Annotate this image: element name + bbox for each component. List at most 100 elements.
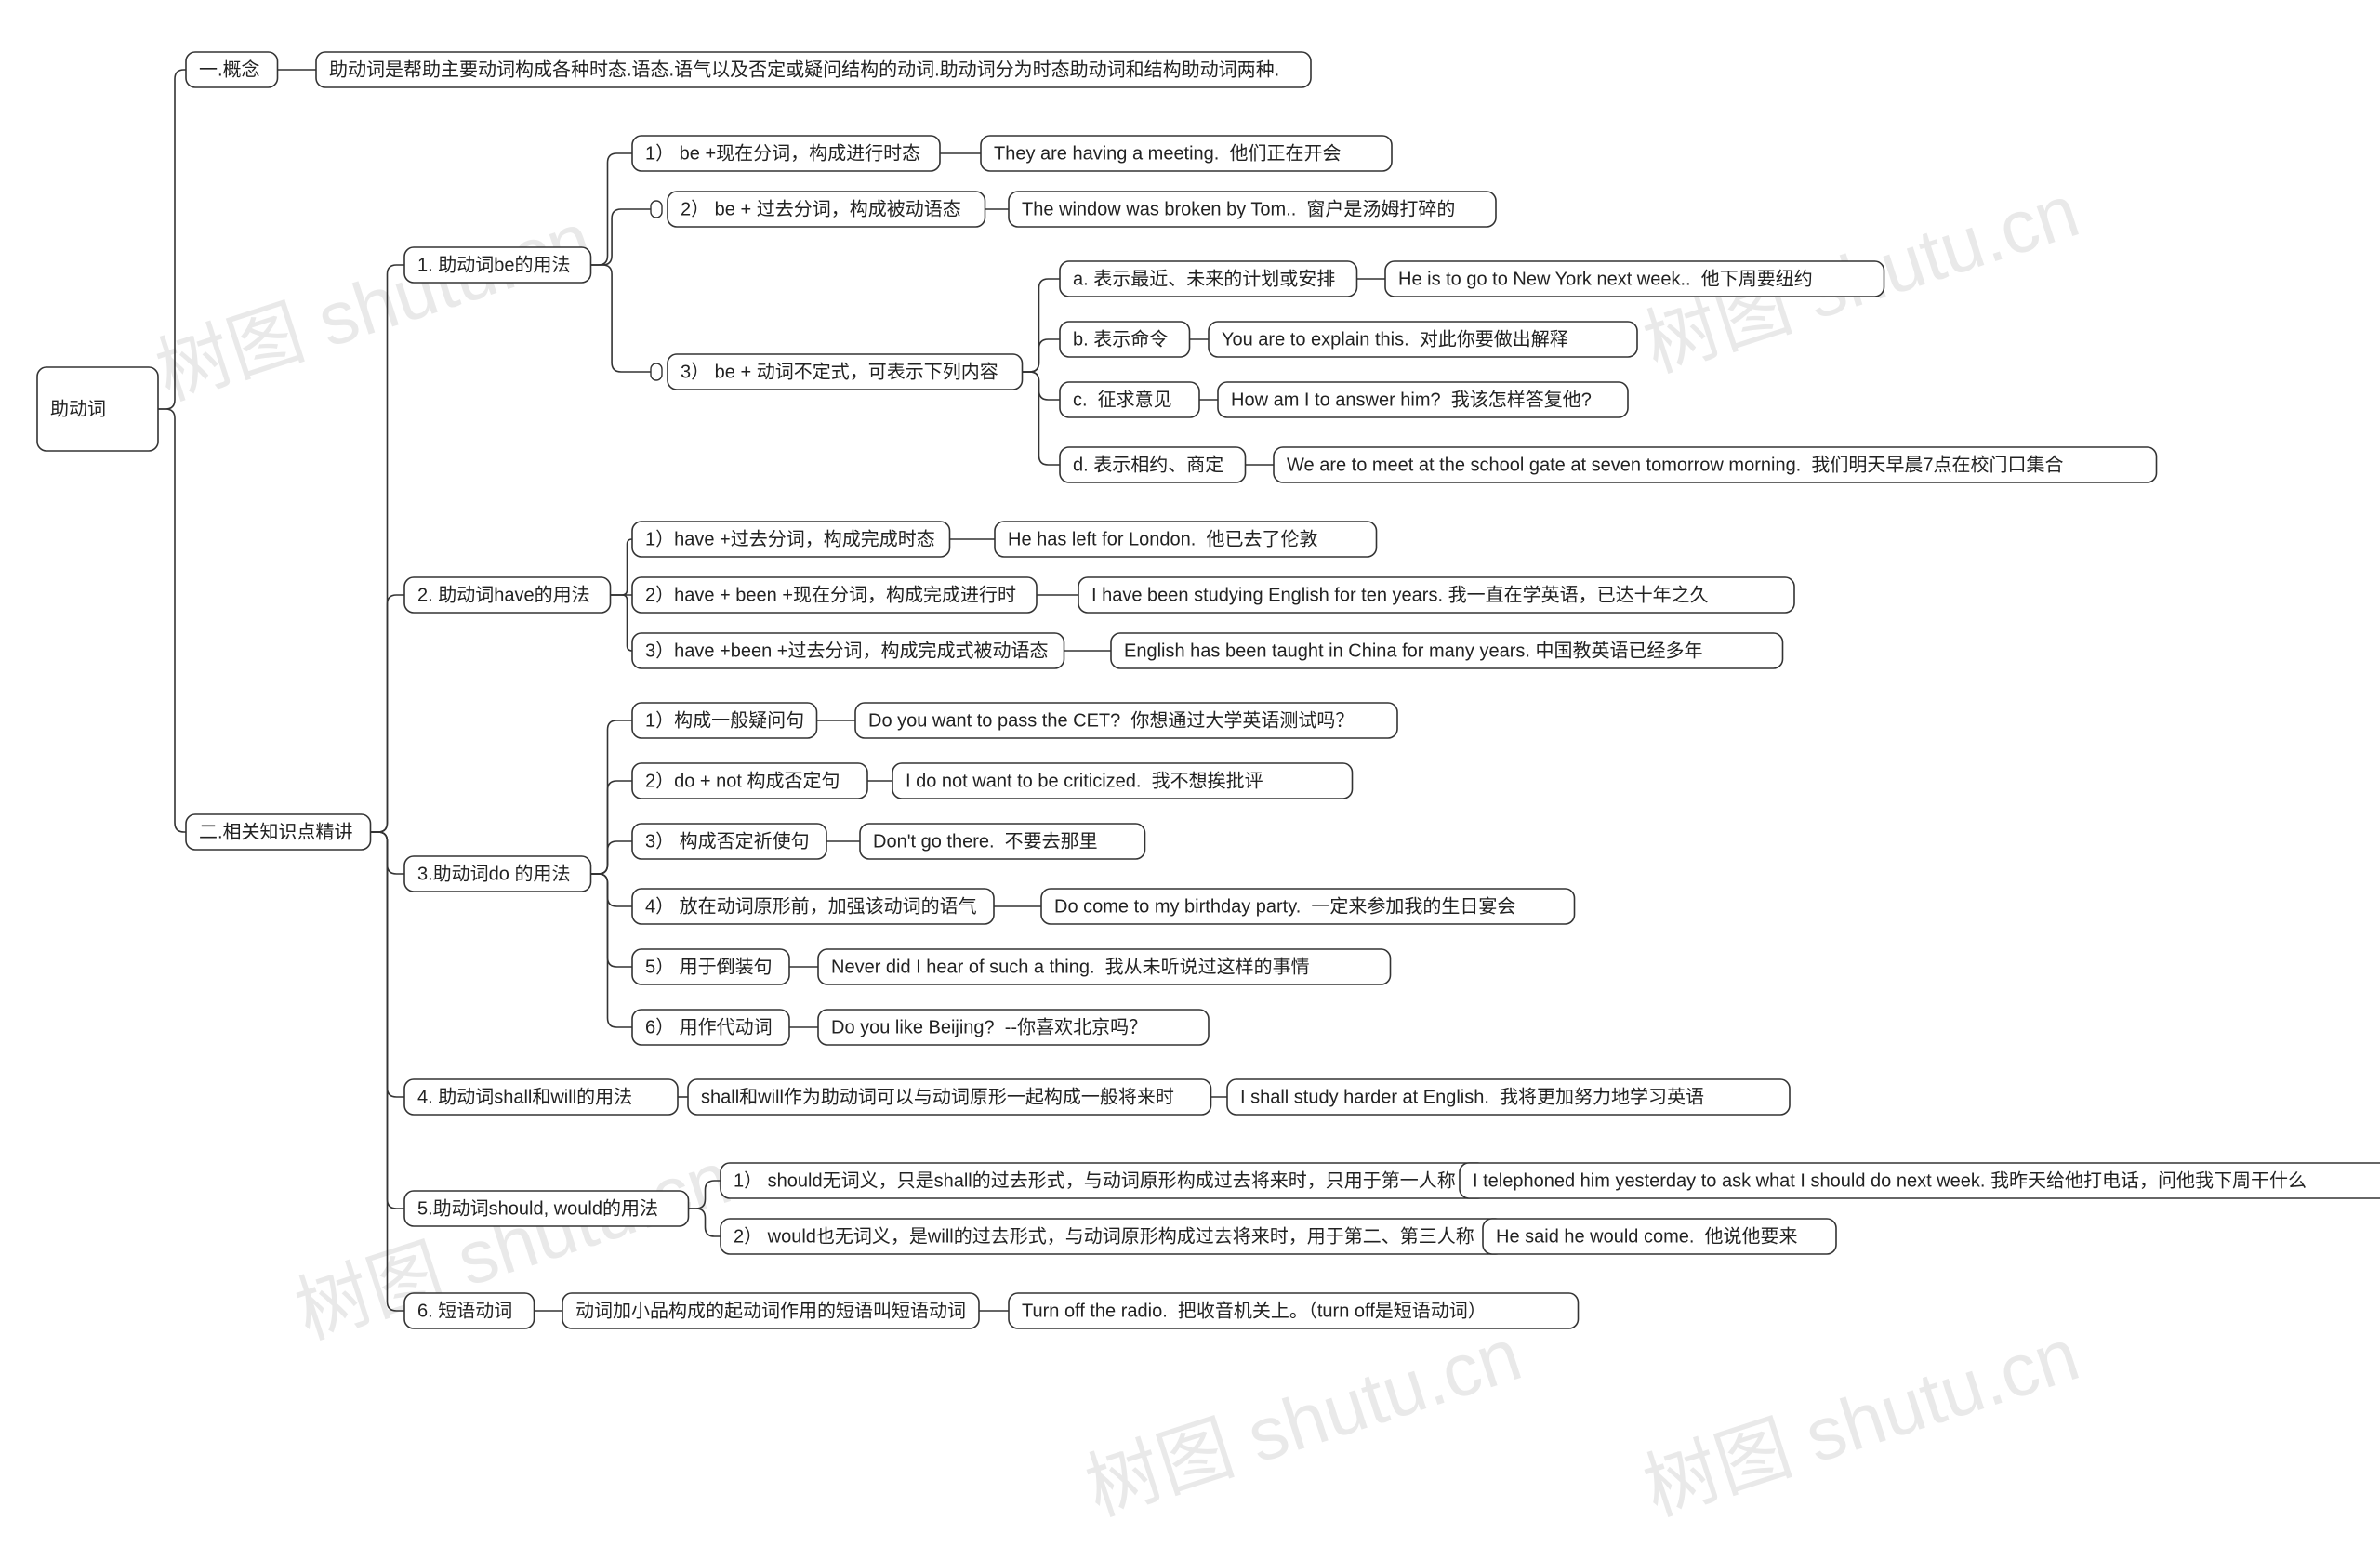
- mindmap-node[interactable]: 2）do + not 构成否定句: [632, 763, 867, 799]
- node-label: 1. 助动词be的用法: [417, 254, 570, 275]
- node-label: shall和will作为助动词可以与动词原形一起构成一般将来时: [701, 1086, 1174, 1107]
- mindmap-edge: [371, 595, 405, 832]
- mindmap-node[interactable]: Don't go there. 不要去那里: [860, 824, 1145, 859]
- mindmap-node[interactable]: 二.相关知识点精讲: [186, 814, 371, 850]
- node-label: c. 征求意见: [1073, 389, 1172, 410]
- node-label: Do come to my birthday party. 一定来参加我的生日宴…: [1054, 895, 1515, 917]
- mindmap-node[interactable]: I do not want to be criticized. 我不想挨批评: [892, 763, 1353, 799]
- node-label: 5） 用于倒装句: [645, 956, 773, 977]
- mindmap-node[interactable]: They are having a meeting. 他们正在开会: [981, 136, 1392, 171]
- node-label: Turn off the radio. 把收音机关上。（turn off是短语动…: [1022, 1300, 1487, 1321]
- edges-layer: [158, 70, 1505, 1311]
- node-label: Don't go there. 不要去那里: [873, 830, 1098, 852]
- node-label: We are to meet at the school gate at sev…: [1287, 454, 2063, 475]
- mindmap-node[interactable]: 动词加小品构成的起动词作用的短语叫短语动词: [562, 1293, 979, 1328]
- node-label: You are to explain this. 对此你要做出解释: [1222, 328, 1568, 350]
- mindmap-node[interactable]: 2） would也无词义，是will的过去形式，与动词原形构成过去将来时，用于第…: [721, 1219, 1505, 1254]
- node-label: 1） be +现在分词，构成进行时态: [645, 142, 920, 164]
- node-label: The window was broken by Tom.. 窗户是汤姆打碎的: [1022, 198, 1455, 219]
- mindmap-edge: [1023, 372, 1061, 465]
- node-label: 1）have +过去分词，构成完成时态: [645, 528, 935, 549]
- mindmap-edge: [591, 265, 652, 372]
- mindmap-node[interactable]: You are to explain this. 对此你要做出解释: [1209, 322, 1637, 357]
- mindmap-node[interactable]: I telephoned him yesterday to ask what I…: [1460, 1163, 2380, 1198]
- mindmap-edge: [1023, 339, 1061, 372]
- node-label: a. 表示最近、未来的计划或安排: [1073, 268, 1335, 289]
- node-label: I do not want to be criticized. 我不想挨批评: [906, 770, 1263, 791]
- mindmap-node[interactable]: Never did I hear of such a thing. 我从未听说过…: [818, 949, 1391, 984]
- mindmap-node[interactable]: c. 征求意见: [1060, 382, 1199, 417]
- node-label: Never did I hear of such a thing. 我从未听说过…: [831, 956, 1310, 977]
- mindmap-node[interactable]: He has left for London. 他已去了伦敦: [995, 522, 1377, 557]
- watermark-text: 树图 shutu.cn: [1634, 1313, 2088, 1530]
- mindmap-node[interactable]: 6） 用作代动词: [632, 1010, 789, 1045]
- mindmap-node[interactable]: 2） be + 过去分词，构成被动语态: [651, 192, 985, 227]
- mindmap-node[interactable]: We are to meet at the school gate at sev…: [1274, 447, 2157, 482]
- mindmap-node[interactable]: 1） should无词义，只是shall的过去形式，与动词原形构成过去将来时，只…: [721, 1163, 1488, 1198]
- mindmap-node[interactable]: 2）have + been +现在分词，构成完成进行时: [632, 577, 1037, 613]
- node-label: 2） be + 过去分词，构成被动语态: [681, 198, 961, 219]
- mindmap-node[interactable]: I shall study harder at English. 我将更加努力地…: [1227, 1079, 1790, 1115]
- mindmap-edge: [611, 539, 633, 595]
- mindmap-node[interactable]: 4） 放在动词原形前，加强该动词的语气: [632, 889, 994, 924]
- mindmap-node[interactable]: 3.助动词do 的用法: [404, 856, 591, 892]
- mindmap-edge: [591, 209, 652, 265]
- mindmap-node[interactable]: The window was broken by Tom.. 窗户是汤姆打碎的: [1009, 192, 1496, 227]
- mindmap-node[interactable]: 3） 构成否定祈使句: [632, 824, 826, 859]
- mindmap-node[interactable]: Do you like Beijing? --你喜欢北京吗？: [818, 1010, 1209, 1045]
- mindmap-node[interactable]: 3）have +been +过去分词，构成完成式被动语态: [632, 633, 1064, 668]
- node-label: 动词加小品构成的起动词作用的短语叫短语动词: [575, 1300, 966, 1321]
- node-label: 3） 构成否定祈使句: [645, 830, 810, 852]
- node-label: 二.相关知识点精讲: [199, 821, 353, 842]
- mindmap-node[interactable]: d. 表示相约、商定: [1060, 447, 1246, 482]
- node-label: 助动词是帮助主要动词构成各种时态.语态.语气以及否定或疑问结构的动词.助动词分为…: [329, 59, 1279, 80]
- mindmap-canvas: 树图 shutu.cn树图 shutu.cn树图 shutu.cn树图 shut…: [0, 0, 2380, 1546]
- mindmap-node[interactable]: Turn off the radio. 把收音机关上。（turn off是短语动…: [1009, 1293, 1579, 1328]
- node-label: 2）do + not 构成否定句: [645, 770, 840, 791]
- mindmap-node[interactable]: Do you want to pass the CET? 你想通过大学英语测试吗…: [855, 703, 1397, 738]
- node-label: He said he would come. 他说他要来: [1496, 1225, 1798, 1247]
- node-label: 3） be + 动词不定式，可表示下列内容: [681, 361, 998, 382]
- node-label: They are having a meeting. 他们正在开会: [994, 142, 1341, 164]
- mindmap-edge: [1023, 279, 1061, 372]
- mindmap-node[interactable]: 5.助动词should, would的用法: [404, 1191, 689, 1226]
- mindmap-node[interactable]: b. 表示命令: [1060, 322, 1190, 357]
- collapse-handle[interactable]: [651, 363, 662, 380]
- node-label: 2） would也无词义，是will的过去形式，与动词原形构成过去将来时，用于第…: [734, 1225, 1474, 1247]
- node-label: 2. 助动词have的用法: [417, 584, 590, 605]
- node-label: How am I to answer him? 我该怎样答复他?: [1231, 389, 1592, 410]
- mindmap-node[interactable]: 1）构成一般疑问句: [632, 703, 817, 738]
- mindmap-node[interactable]: How am I to answer him? 我该怎样答复他?: [1218, 382, 1628, 417]
- node-label: 6. 短语动词: [417, 1300, 512, 1321]
- collapse-handle[interactable]: [651, 201, 662, 218]
- node-label: 1）构成一般疑问句: [645, 709, 804, 731]
- mindmap-node[interactable]: 2. 助动词have的用法: [404, 577, 611, 613]
- node-label: Do you want to pass the CET? 你想通过大学英语测试吗…: [868, 709, 1354, 731]
- mindmap-node[interactable]: 1）have +过去分词，构成完成时态: [632, 522, 950, 557]
- mindmap-node[interactable]: He said he would come. 他说他要来: [1483, 1219, 1836, 1254]
- mindmap-node[interactable]: 1. 助动词be的用法: [404, 247, 591, 283]
- mindmap-node[interactable]: Do come to my birthday party. 一定来参加我的生日宴…: [1041, 889, 1575, 924]
- watermark-text: 树图 shutu.cn: [1077, 1313, 1530, 1530]
- mindmap-node[interactable]: shall和will作为助动词可以与动词原形一起构成一般将来时: [688, 1079, 1211, 1115]
- mindmap-node[interactable]: a. 表示最近、未来的计划或安排: [1060, 261, 1357, 297]
- mindmap-node[interactable]: 6. 短语动词: [404, 1293, 535, 1328]
- node-label: 6） 用作代动词: [645, 1016, 773, 1037]
- mindmap-node[interactable]: 助动词是帮助主要动词构成各种时态.语态.语气以及否定或疑问结构的动词.助动词分为…: [316, 52, 1311, 87]
- mindmap-edge: [591, 874, 633, 906]
- mindmap-node[interactable]: 3） be + 动词不定式，可表示下列内容: [651, 354, 1023, 390]
- mindmap-node[interactable]: 1） be +现在分词，构成进行时态: [632, 136, 940, 171]
- mindmap-edge: [591, 874, 633, 1027]
- mindmap-node[interactable]: 一.概念: [186, 52, 278, 87]
- mindmap-node[interactable]: He is to go to New York next week.. 他下周要…: [1385, 261, 1884, 297]
- mindmap-node[interactable]: English has been taught in China for man…: [1111, 633, 1783, 668]
- mindmap-node[interactable]: 5） 用于倒装句: [632, 949, 789, 984]
- watermark-text: 树图 shutu.cn: [147, 197, 601, 415]
- node-label: 一.概念: [199, 58, 260, 80]
- mindmap-node[interactable]: 助动词: [37, 367, 158, 451]
- node-label: b. 表示命令: [1073, 328, 1168, 350]
- node-label: 5.助动词should, would的用法: [417, 1197, 658, 1219]
- node-label: English has been taught in China for man…: [1124, 640, 1702, 661]
- mindmap-node[interactable]: 4. 助动词shall和will的用法: [404, 1079, 678, 1115]
- mindmap-node[interactable]: I have been studying English for ten yea…: [1078, 577, 1794, 613]
